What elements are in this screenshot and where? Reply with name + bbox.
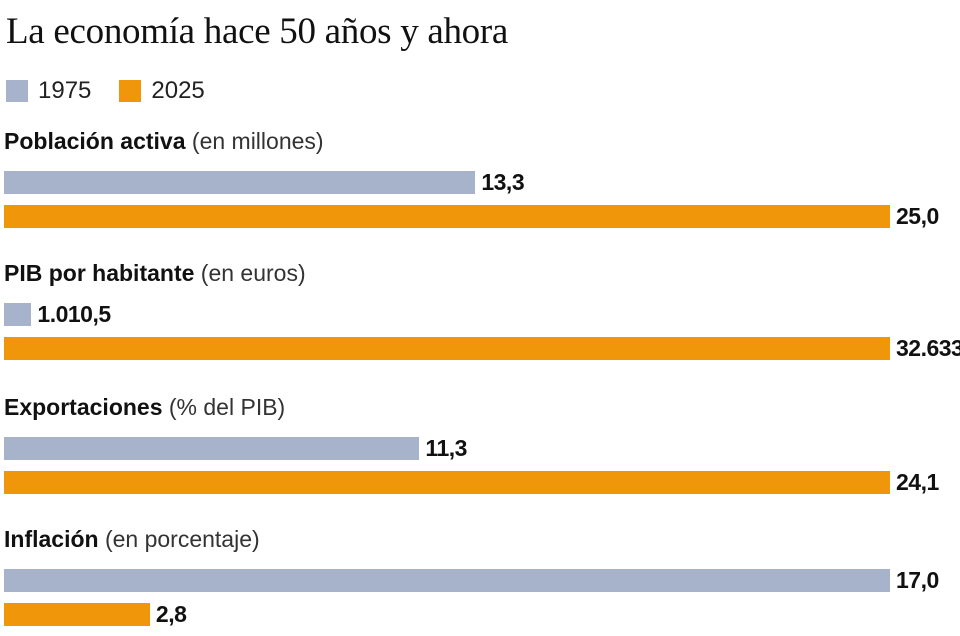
group-label: Exportaciones [4, 394, 163, 420]
bar-exportaciones-1975 [4, 437, 420, 460]
bar-poblacion-activa-1975 [4, 171, 476, 194]
legend-label-2025: 2025 [151, 77, 205, 104]
group-header-pib-por-habitante: PIB por habitante (en euros) [4, 260, 306, 287]
value-label-exportaciones-2025: 24,1 [896, 469, 939, 495]
group-label: PIB por habitante [4, 260, 195, 286]
group-header-exportaciones: Exportaciones (% del PIB) [4, 394, 285, 421]
legend-swatch-1975 [6, 80, 28, 102]
group-unit: (en euros) [194, 260, 306, 286]
bar-inflacion-1975 [4, 569, 890, 592]
value-label-exportaciones-1975: 11,3 [425, 435, 467, 461]
value-label-pib-por-habitante-2025: 32.633 [896, 335, 960, 361]
legend-swatch-2025 [119, 80, 142, 102]
group-unit: (% del PIB) [162, 394, 286, 420]
legend: 1975 2025 [6, 77, 233, 105]
chart-title: La economía hace 50 años y ahora [6, 11, 509, 52]
group-header-inflacion: Inflación (en porcentaje) [4, 526, 260, 553]
bar-pib-por-habitante-2025 [4, 337, 890, 360]
group-label: Inflación [4, 526, 99, 552]
group-label: Población activa [4, 128, 186, 154]
bar-pib-por-habitante-1975 [4, 303, 32, 326]
bar-exportaciones-2025 [4, 471, 890, 494]
value-label-poblacion-activa-2025: 25,0 [896, 203, 939, 229]
legend-item-2025: 2025 [119, 77, 205, 105]
group-unit: (en millones) [185, 128, 324, 154]
legend-label-1975: 1975 [38, 77, 92, 104]
group-unit: (en porcentaje) [98, 526, 260, 552]
value-label-inflacion-1975: 17,0 [896, 567, 939, 593]
bar-inflacion-2025 [4, 603, 150, 626]
legend-item-1975: 1975 [6, 77, 91, 105]
value-label-inflacion-2025: 2,8 [155, 601, 187, 627]
value-label-poblacion-activa-1975: 13,3 [481, 169, 525, 195]
value-label-pib-por-habitante-1975: 1.010,5 [37, 301, 111, 327]
bar-poblacion-activa-2025 [4, 205, 890, 228]
group-header-poblacion-activa: Población activa (en millones) [4, 128, 324, 155]
